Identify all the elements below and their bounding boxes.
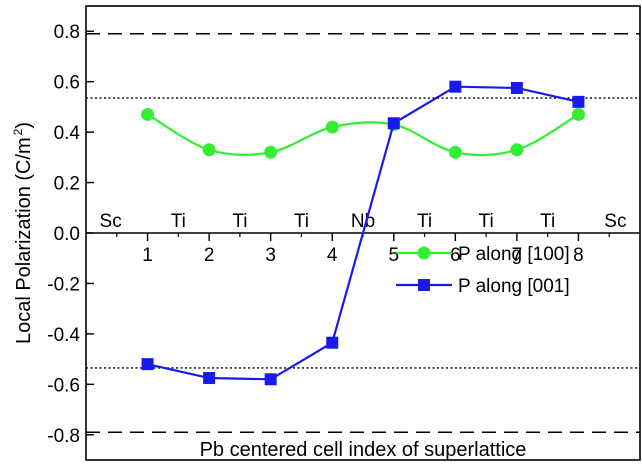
data-point-circle	[141, 107, 155, 121]
data-point-square	[326, 336, 339, 349]
data-point-circle	[571, 107, 585, 121]
layer-label: Ti	[171, 211, 186, 232]
x-tick-label: 7	[512, 245, 523, 266]
x-tick-label: 3	[265, 245, 276, 266]
y-axis-title: Local Polarization (C/m 2)	[11, 122, 35, 344]
y-tick-label: -0.8	[47, 426, 80, 447]
layer-label: Ti	[540, 211, 555, 232]
data-point-square	[510, 81, 523, 94]
x-tick-label: 4	[327, 245, 338, 266]
x-tick-label: 6	[450, 245, 461, 266]
layer-label: Ti	[294, 211, 309, 232]
layer-label: Ti	[417, 211, 432, 232]
data-point-circle	[325, 120, 339, 134]
series-group	[141, 80, 585, 386]
y-axis-title-end: )	[13, 122, 35, 129]
layer-label: Sc	[100, 211, 122, 232]
y-axis-title-superscript: 2	[11, 128, 25, 135]
y-tick-label: -0.4	[47, 325, 80, 346]
legend: P along [100] P along [001]	[396, 244, 570, 297]
legend-label: P along [001]	[458, 276, 570, 297]
x-tick-label: 1	[142, 245, 153, 266]
y-tick-label: -0.6	[47, 375, 80, 396]
y-axis-ticks: -0.8 -0.6 -0.4 -0.2 0.0 0.2 0.4 0.6 0.8	[47, 22, 94, 447]
y-tick-label: 0.4	[54, 123, 81, 144]
layer-label: Ti	[479, 211, 494, 232]
data-point-circle	[510, 143, 524, 157]
y-tick-label: -0.2	[47, 274, 80, 295]
y-tick-label: 0.8	[54, 22, 80, 43]
data-point-square	[141, 358, 154, 371]
data-point-square	[449, 80, 462, 93]
layer-label: Nb	[351, 211, 375, 232]
x-axis-ticks: 1 2 3 4 5 6 7 8	[116, 233, 610, 266]
data-point-circle	[448, 145, 462, 159]
series-line-2	[147, 85, 579, 381]
y-tick-label: 0.0	[54, 224, 80, 245]
layer-labels: Sc Ti Ti Ti Nb Ti Ti Ti Sc	[100, 211, 627, 232]
data-point-circle	[202, 143, 216, 157]
data-point-square	[387, 117, 400, 130]
layer-label: Sc	[604, 211, 626, 232]
layer-label: Ti	[232, 211, 247, 232]
legend-marker-square	[418, 279, 430, 291]
data-point-circle	[264, 145, 278, 159]
data-point-square	[264, 373, 277, 386]
y-axis-title-main: Local Polarization (C/m	[13, 137, 35, 344]
x-axis-title: Pb centered cell index of superlattice	[200, 439, 527, 461]
x-tick-label: 8	[573, 245, 584, 266]
data-point-square	[203, 372, 216, 385]
legend-marker-circle	[417, 246, 431, 260]
y-tick-label: 0.2	[54, 174, 80, 195]
x-tick-label: 5	[388, 245, 399, 266]
legend-label: P along [100]	[458, 244, 570, 265]
x-tick-label: 2	[204, 245, 215, 266]
data-point-square	[572, 95, 585, 108]
reference-lines	[86, 32, 640, 434]
y-tick-label: 0.6	[54, 73, 80, 94]
